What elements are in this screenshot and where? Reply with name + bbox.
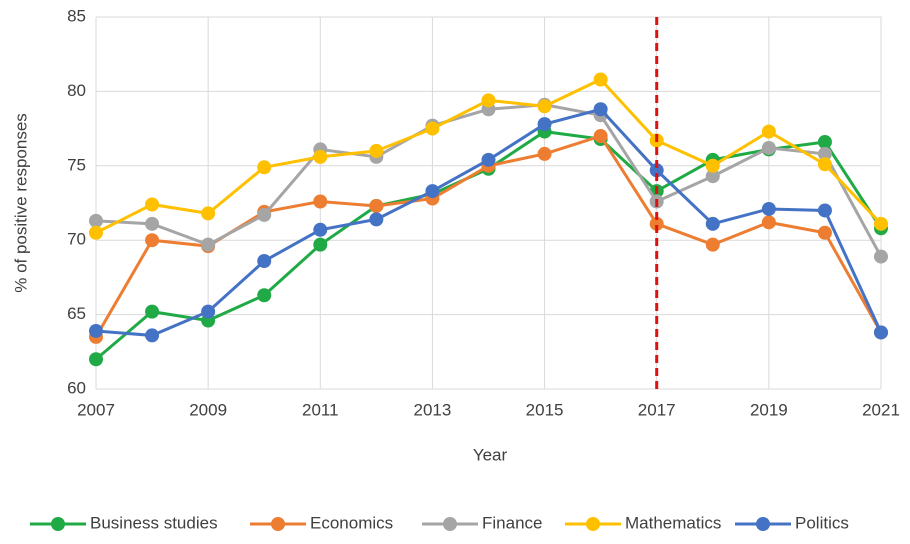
- data-point: [313, 222, 328, 237]
- y-tick-label: 85: [67, 6, 86, 25]
- data-point: [313, 194, 328, 209]
- y-tick-label: 75: [67, 155, 86, 174]
- legend-marker: [271, 517, 285, 531]
- legend-marker: [756, 517, 770, 531]
- legend-label: Mathematics: [625, 513, 721, 532]
- data-point: [89, 213, 103, 228]
- legend-marker: [443, 517, 457, 531]
- data-point: [874, 325, 888, 340]
- data-point: [425, 184, 440, 199]
- data-point: [313, 149, 328, 164]
- data-point: [817, 157, 832, 172]
- data-point: [425, 121, 440, 136]
- data-point: [817, 134, 832, 149]
- data-point: [89, 323, 103, 338]
- data-point: [761, 124, 776, 139]
- data-point: [145, 197, 160, 212]
- y-axis-label: % of positive responses: [11, 113, 30, 293]
- data-point: [201, 304, 216, 319]
- data-point: [537, 99, 552, 114]
- x-tick-label: 2007: [77, 400, 115, 419]
- data-point: [145, 233, 160, 248]
- data-point: [705, 169, 720, 184]
- data-point: [257, 254, 272, 269]
- data-point: [817, 203, 832, 218]
- data-point: [145, 304, 160, 319]
- x-tick-label: 2021: [862, 400, 900, 419]
- data-point: [257, 207, 272, 222]
- data-point: [89, 225, 103, 240]
- data-point: [369, 198, 384, 213]
- data-point: [593, 102, 608, 117]
- data-point: [257, 160, 272, 175]
- data-point: [257, 288, 272, 303]
- data-point: [537, 117, 552, 132]
- data-point: [649, 163, 664, 178]
- data-point: [705, 216, 720, 231]
- data-point: [369, 212, 384, 227]
- x-axis-label: Year: [473, 445, 508, 464]
- data-point: [481, 152, 496, 167]
- data-point: [817, 225, 832, 240]
- data-point: [761, 215, 776, 230]
- data-point: [705, 237, 720, 252]
- legend-marker: [586, 517, 600, 531]
- x-tick-label: 2011: [302, 400, 339, 419]
- data-point: [369, 143, 384, 158]
- data-point: [145, 216, 160, 231]
- data-point: [313, 237, 328, 252]
- data-point: [705, 158, 720, 173]
- y-tick-label: 70: [67, 230, 86, 249]
- x-tick-label: 2019: [750, 400, 788, 419]
- data-point: [874, 249, 888, 264]
- legend-label: Politics: [795, 513, 849, 532]
- y-tick-label: 60: [67, 378, 86, 397]
- x-tick-label: 2013: [414, 400, 452, 419]
- data-point: [761, 201, 776, 216]
- legend-label: Business studies: [90, 513, 218, 532]
- x-tick-label: 2015: [526, 400, 564, 419]
- data-point: [761, 140, 776, 155]
- data-point: [145, 328, 160, 343]
- data-point: [201, 237, 216, 252]
- data-point: [649, 216, 664, 231]
- data-point: [874, 216, 888, 231]
- legend-label: Economics: [310, 513, 393, 532]
- data-point: [593, 72, 608, 87]
- y-tick-label: 65: [67, 304, 86, 323]
- data-point: [593, 129, 608, 144]
- x-tick-label: 2017: [638, 400, 676, 419]
- legend-label: Finance: [482, 513, 542, 532]
- data-point: [201, 206, 216, 221]
- x-tick-label: 2009: [189, 400, 227, 419]
- y-tick-label: 80: [67, 81, 86, 100]
- data-point: [537, 146, 552, 161]
- legend-marker: [51, 517, 65, 531]
- data-point: [481, 93, 496, 108]
- data-point: [817, 146, 832, 161]
- data-point: [89, 352, 103, 367]
